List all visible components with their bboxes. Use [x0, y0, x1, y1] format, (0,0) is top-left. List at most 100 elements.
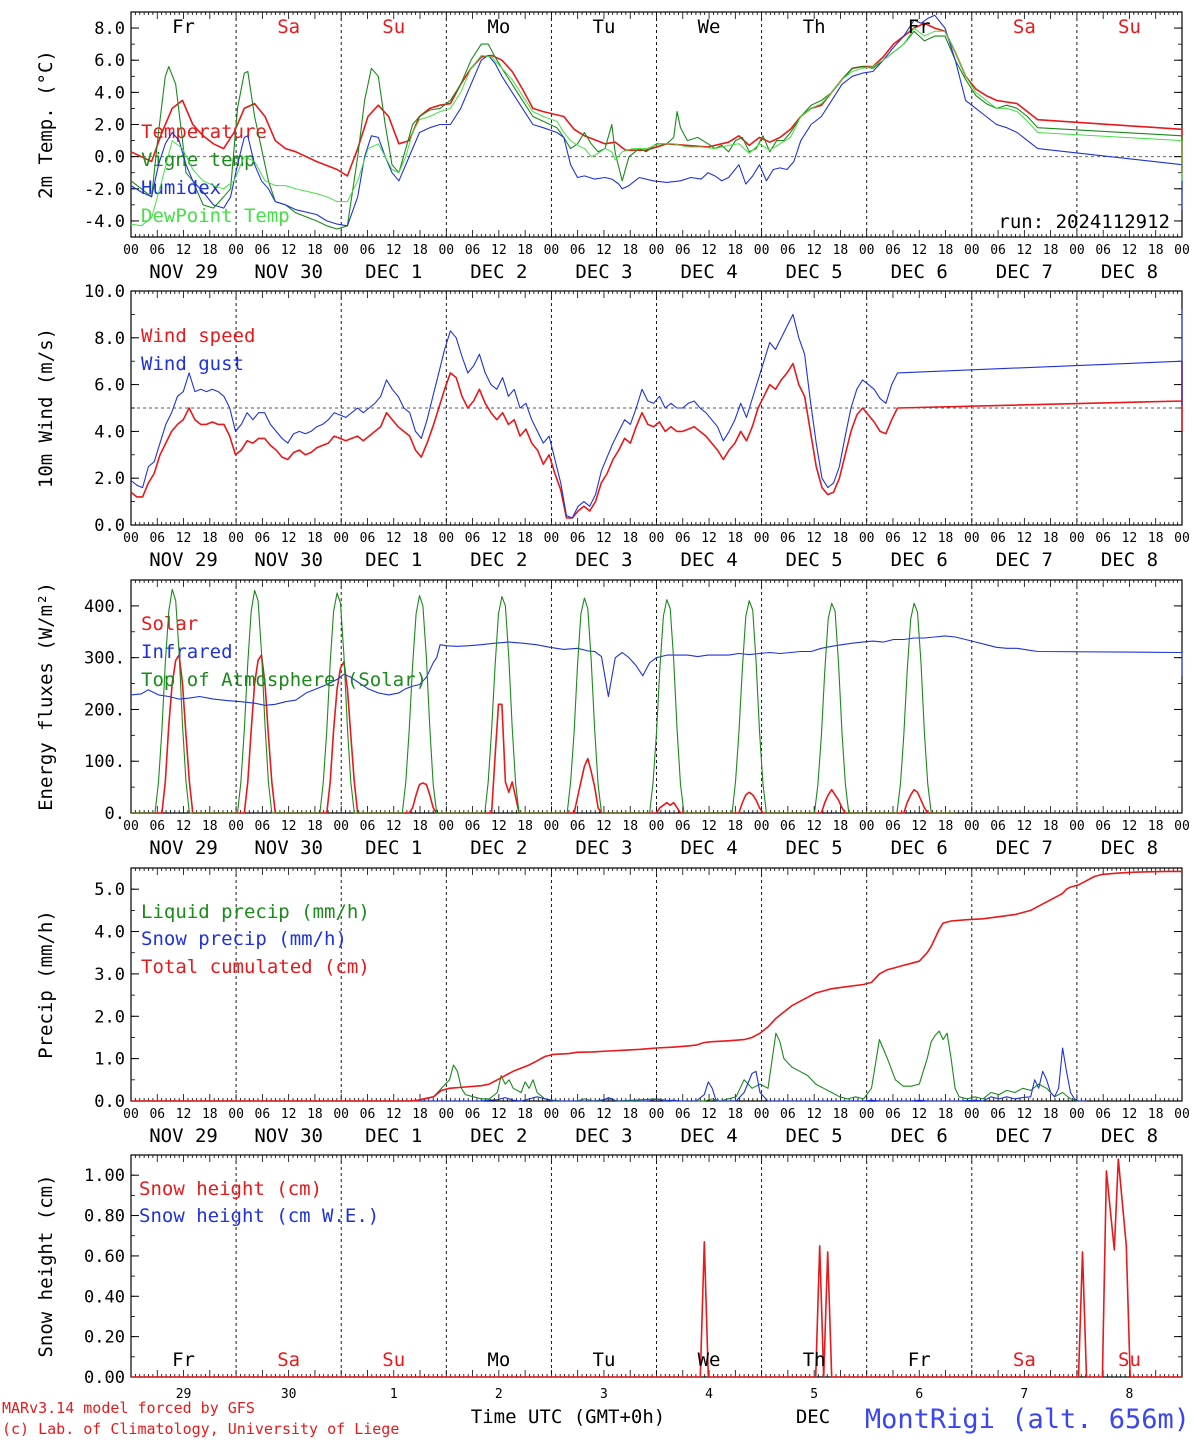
- hour-tick-label: 12: [386, 819, 402, 834]
- hour-tick-label: 18: [1148, 531, 1164, 546]
- date-label: DEC 8: [1101, 1125, 1158, 1147]
- series-line: [131, 1047, 1087, 1102]
- hour-tick-label: 18: [727, 819, 743, 834]
- legend-entry: Wind gust: [141, 353, 244, 375]
- y-tick-label: 0.0: [94, 516, 125, 536]
- hour-tick-label: 00: [438, 531, 454, 546]
- hour-tick-label: 00: [1069, 243, 1085, 258]
- hour-tick-label: 06: [570, 531, 586, 546]
- hour-tick-label: 00: [649, 243, 665, 258]
- hour-tick-label: 12: [386, 243, 402, 258]
- hour-tick-label: 06: [465, 531, 481, 546]
- date-label: NOV 30: [254, 1125, 323, 1147]
- date-label: DEC 7: [996, 837, 1053, 859]
- hour-tick-label: 06: [255, 243, 271, 258]
- y-tick-label: 300.: [84, 649, 125, 669]
- hour-tick-label: 06: [465, 1107, 481, 1122]
- hour-tick-label: 06: [675, 1107, 691, 1122]
- weekday-label: Fr: [172, 1349, 195, 1371]
- date-label: NOV 29: [149, 261, 218, 283]
- y-tick-label: 1.00: [84, 1166, 125, 1186]
- hour-tick-label: 06: [675, 819, 691, 834]
- series-line: [131, 654, 956, 814]
- day-number: 7: [1020, 1387, 1028, 1402]
- hour-tick-label: 18: [622, 531, 638, 546]
- weekday-label: Su: [1118, 1349, 1141, 1371]
- hour-tick-label: 00: [544, 531, 560, 546]
- hour-tick-label: 06: [1095, 1107, 1111, 1122]
- series-line: [130, 635, 1183, 706]
- hour-tick-label: 18: [307, 531, 323, 546]
- hour-tick-label: 06: [570, 819, 586, 834]
- y-tick-label: -2.0: [84, 180, 125, 200]
- date-label: DEC 6: [891, 549, 948, 571]
- weekday-label: Su: [382, 1349, 405, 1371]
- hour-tick-label: 18: [1043, 531, 1059, 546]
- hour-tick-label: 06: [570, 243, 586, 258]
- panel-1: -4.0 -2.0 0.0 2.0 4.0 6.0 8.0 2m Temp. (°C) 00 06…: [35, 11, 1190, 283]
- hour-tick-label: 18: [517, 819, 533, 834]
- y-tick-label: 2.0: [94, 469, 125, 489]
- hour-tick-label: 12: [596, 1107, 612, 1122]
- legend-entry: Solar: [141, 613, 198, 635]
- hour-tick-label: 12: [911, 531, 927, 546]
- hour-tick-label: 00: [438, 1107, 454, 1122]
- hour-tick-label: 00: [859, 819, 875, 834]
- hour-tick-label: 18: [202, 1107, 218, 1122]
- date-label: DEC 2: [470, 549, 527, 571]
- date-label: DEC 5: [786, 837, 843, 859]
- date-label: DEC 3: [575, 837, 632, 859]
- station-title: MontRigi (alt. 656m): [865, 1404, 1190, 1435]
- date-label: DEC 5: [786, 549, 843, 571]
- hour-tick-label: 00: [964, 531, 980, 546]
- hour-tick-label: 00: [228, 819, 244, 834]
- date-label: DEC 7: [996, 1125, 1053, 1147]
- hour-tick-label: 00: [754, 531, 770, 546]
- y-tick-label: 6.0: [94, 376, 125, 396]
- weekday-label: Su: [1118, 16, 1141, 38]
- y-tick-label: 8.0: [94, 19, 125, 39]
- hour-tick-label: 06: [360, 1107, 376, 1122]
- hour-tick-label: 06: [780, 243, 796, 258]
- y-tick-label: 0.0: [94, 148, 125, 168]
- hour-tick-label: 00: [649, 1107, 665, 1122]
- date-label: DEC 2: [470, 261, 527, 283]
- y-axis-label: Precip (mm/h): [35, 910, 57, 1059]
- date-label: DEC 8: [1101, 549, 1158, 571]
- y-tick-label: 8.0: [94, 329, 125, 349]
- weekday-label: We: [698, 16, 721, 38]
- hour-tick-label: 12: [701, 243, 717, 258]
- hour-tick-label: 18: [202, 819, 218, 834]
- weekday-label: Su: [382, 16, 405, 38]
- legend-entry: Snow height (cm): [139, 1178, 322, 1200]
- day-number: 2: [495, 1387, 503, 1402]
- hour-tick-label: 12: [806, 1107, 822, 1122]
- hour-tick-label: 18: [307, 1107, 323, 1122]
- date-label: NOV 30: [254, 549, 323, 571]
- hour-tick-label: 12: [1017, 1107, 1033, 1122]
- hour-tick-label: 06: [255, 819, 271, 834]
- y-tick-label: 4.0: [94, 83, 125, 103]
- date-label: DEC 4: [680, 837, 737, 859]
- run-label: run: 2024112912: [998, 211, 1170, 233]
- hour-tick-label: 06: [360, 819, 376, 834]
- hour-tick-label: 00: [333, 531, 349, 546]
- hour-tick-label: 00: [754, 243, 770, 258]
- date-label: DEC 1: [365, 837, 422, 859]
- y-tick-label: 3.0: [94, 965, 125, 985]
- hour-tick-label: 12: [176, 1107, 192, 1122]
- date-label: DEC 7: [996, 261, 1053, 283]
- hour-tick-label: 00: [1069, 531, 1085, 546]
- hour-tick-label: 18: [1148, 1107, 1164, 1122]
- hour-tick-label: 18: [1043, 819, 1059, 834]
- y-tick-label: 4.0: [94, 923, 125, 943]
- hour-tick-label: 00: [754, 819, 770, 834]
- day-number: 1: [390, 1387, 398, 1402]
- weekday-label: Sa: [1013, 1349, 1036, 1371]
- y-tick-label: 4.0: [94, 422, 125, 442]
- hour-tick-label: 18: [1043, 1107, 1059, 1122]
- hour-tick-label: 18: [307, 243, 323, 258]
- hour-tick-label: 06: [570, 1107, 586, 1122]
